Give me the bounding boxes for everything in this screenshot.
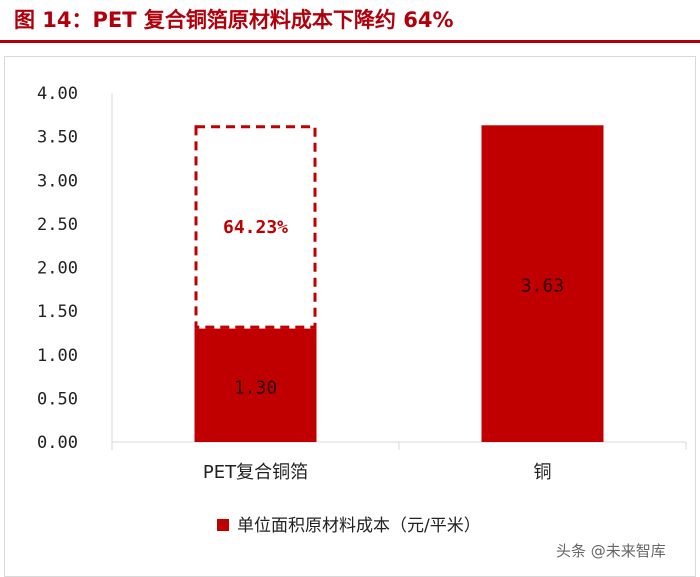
y-tick-label-8: 4.00 xyxy=(37,84,78,104)
legend-swatch xyxy=(217,519,229,531)
y-tick-label-7: 3.50 xyxy=(37,128,78,148)
title-divider xyxy=(0,40,700,43)
bar-1 xyxy=(481,125,604,442)
figure-title-bar: 图 14：PET 复合铜箔原材料成本下降约 64% xyxy=(0,0,700,43)
y-tick-label-2: 1.00 xyxy=(37,346,78,366)
x-category-label-0: PET复合铜箔 xyxy=(203,462,308,483)
y-tick-label-0: 0.00 xyxy=(37,433,78,453)
y-tick-label-4: 2.00 xyxy=(37,259,78,279)
figure-title: 图 14：PET 复合铜箔原材料成本下降约 64% xyxy=(14,8,454,32)
x-category-label-1: 铜 xyxy=(534,462,552,483)
y-tick-label-3: 1.50 xyxy=(37,302,78,322)
legend-label: 单位面积原材料成本（元/平米） xyxy=(237,516,481,536)
y-tick-label-1: 0.50 xyxy=(37,389,78,409)
y-tick-label-6: 3.00 xyxy=(37,171,78,191)
bar-0 xyxy=(194,328,317,442)
y-tick-label-5: 2.50 xyxy=(37,215,78,235)
bar-value-label-1: 3.63 xyxy=(521,276,564,297)
bar-value-label-0: 1.30 xyxy=(234,377,277,398)
reduction-dashed-outline xyxy=(194,125,317,329)
reduction-percent-label: 64.23% xyxy=(223,217,288,238)
watermark-text: 头条 @未来智库 xyxy=(556,542,666,560)
